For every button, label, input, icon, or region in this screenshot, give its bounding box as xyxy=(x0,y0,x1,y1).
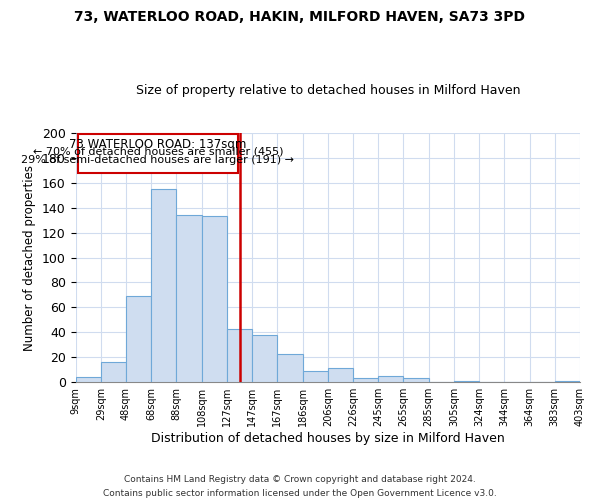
Bar xyxy=(277,354,302,382)
Bar xyxy=(151,189,176,382)
Bar xyxy=(403,378,428,382)
Text: ← 70% of detached houses are smaller (455): ← 70% of detached houses are smaller (45… xyxy=(32,146,283,156)
Bar xyxy=(176,215,202,382)
Bar xyxy=(76,377,101,382)
X-axis label: Distribution of detached houses by size in Milford Haven: Distribution of detached houses by size … xyxy=(151,432,505,445)
Bar xyxy=(454,381,479,382)
Bar xyxy=(252,335,277,382)
Bar xyxy=(302,371,328,382)
Bar xyxy=(101,362,126,382)
Bar xyxy=(126,296,151,382)
Text: 73, WATERLOO ROAD, HAKIN, MILFORD HAVEN, SA73 3PD: 73, WATERLOO ROAD, HAKIN, MILFORD HAVEN,… xyxy=(74,10,526,24)
Bar xyxy=(378,376,403,382)
Bar xyxy=(555,381,580,382)
Text: Contains HM Land Registry data © Crown copyright and database right 2024.
Contai: Contains HM Land Registry data © Crown c… xyxy=(103,476,497,498)
FancyBboxPatch shape xyxy=(77,134,238,173)
Bar xyxy=(328,368,353,382)
Text: 29% of semi-detached houses are larger (191) →: 29% of semi-detached houses are larger (… xyxy=(22,156,295,166)
Bar xyxy=(202,216,227,382)
Text: 73 WATERLOO ROAD: 137sqm: 73 WATERLOO ROAD: 137sqm xyxy=(69,138,247,151)
Y-axis label: Number of detached properties: Number of detached properties xyxy=(23,164,37,350)
Title: Size of property relative to detached houses in Milford Haven: Size of property relative to detached ho… xyxy=(136,84,520,97)
Bar xyxy=(353,378,378,382)
Bar xyxy=(227,328,252,382)
